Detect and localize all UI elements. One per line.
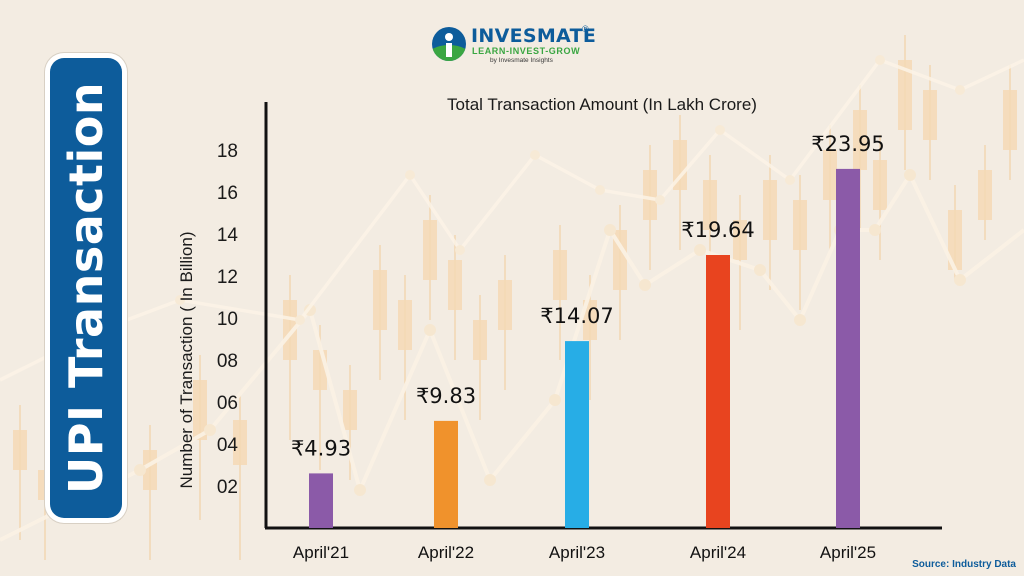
side-title-tab [50, 58, 122, 518]
logo-subline: by Invesmate Insights [490, 57, 553, 64]
x-tick-label-4: April'24 [690, 543, 746, 562]
x-tick-label-3: April'23 [549, 543, 605, 562]
logo-registered-mark: ® [582, 24, 589, 34]
invesmate-logo-icon [432, 27, 466, 61]
bar-4 [706, 255, 730, 528]
y-tick-label: 02 [217, 477, 238, 498]
brand-logo: INVESMATE ® LEARN-INVEST-GROW by Invesma… [432, 24, 602, 66]
y-tick-label: 10 [217, 309, 238, 330]
bar-1 [309, 473, 333, 528]
x-tick-label-1: April'21 [293, 543, 349, 562]
y-axis-label: Number of Transaction ( In Billion) [177, 232, 196, 489]
data-label-3: ₹14.07 [540, 304, 613, 328]
y-tick-label: 06 [217, 393, 238, 414]
logo-tagline: LEARN-INVEST-GROW [472, 46, 581, 56]
bar-3 [565, 341, 589, 528]
x-tick-label-5: April'25 [820, 543, 876, 562]
bar-2 [434, 420, 458, 528]
data-label-4: ₹19.64 [681, 218, 754, 242]
logo-name: INVESMATE [471, 25, 597, 47]
y-tick-label: 04 [217, 435, 239, 456]
source-note: Source: Industry Data [912, 559, 1016, 570]
y-tick-label: 14 [217, 225, 239, 246]
x-tick-label-2: April'22 [418, 543, 474, 562]
data-label-1: ₹4.93 [291, 436, 351, 460]
data-label-5: ₹23.95 [811, 132, 884, 156]
data-label-2: ₹9.83 [416, 384, 476, 408]
y-tick-label: 08 [217, 351, 238, 372]
y-tick-label: 12 [217, 267, 238, 288]
chart-title: Total Transaction Amount (In Lakh Crore) [447, 95, 757, 114]
y-tick-label: 18 [217, 141, 238, 162]
bar-5 [836, 168, 860, 528]
y-tick-label: 16 [217, 183, 238, 204]
